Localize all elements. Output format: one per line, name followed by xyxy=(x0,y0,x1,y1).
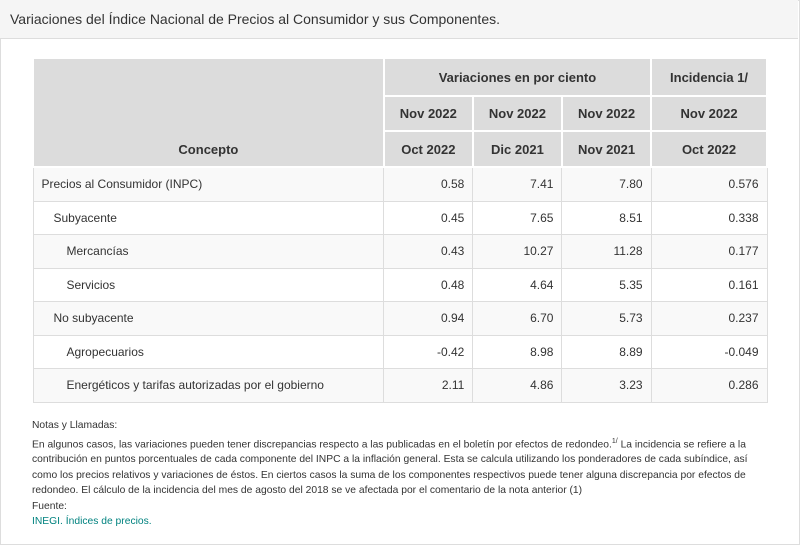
column-header-top: Nov 2022 xyxy=(650,95,768,132)
column-header-bottom: Oct 2022 xyxy=(382,130,474,168)
column-header-bottom: Oct 2022 xyxy=(650,130,768,168)
value-cell: 11.28 xyxy=(561,234,652,269)
concepto-cell: Agropecuarios xyxy=(32,334,385,369)
table-row: Subyacente 0.45 7.65 8.51 0.338 xyxy=(32,200,768,235)
value-cell: 8.89 xyxy=(561,334,652,369)
value-cell: 4.64 xyxy=(472,267,563,302)
concepto-cell: Servicios xyxy=(32,267,385,302)
panel-header: Variaciones del Índice Nacional de Preci… xyxy=(0,0,798,39)
value-cell: 5.73 xyxy=(561,301,652,336)
table-row: Agropecuarios -0.42 8.98 8.89 -0.049 xyxy=(32,334,768,369)
concepto-cell: Precios al Consumidor (INPC) xyxy=(32,166,385,202)
value-cell: 4.86 xyxy=(472,368,563,403)
column-header-top: Nov 2022 xyxy=(560,95,653,132)
panel-title: Variaciones del Índice Nacional de Preci… xyxy=(10,11,500,27)
concepto-cell: Mercancías xyxy=(32,234,385,269)
notes-heading: Notas y Llamadas: xyxy=(32,420,118,431)
value-cell: 7.65 xyxy=(472,200,563,235)
value-cell: 3.23 xyxy=(561,368,652,403)
value-cell: 0.237 xyxy=(650,301,768,336)
table-row: Servicios 0.48 4.64 5.35 0.161 xyxy=(32,267,768,302)
value-cell: 0.58 xyxy=(383,166,474,202)
value-cell: 0.48 xyxy=(383,267,474,302)
concepto-cell: Subyacente xyxy=(32,200,385,235)
value-cell: 8.51 xyxy=(561,200,652,235)
value-cell: 0.177 xyxy=(650,234,768,269)
inpc-table: Concepto Variaciones en por ciento Incid… xyxy=(32,57,768,403)
table-row: No subyacente 0.94 6.70 5.73 0.237 xyxy=(32,301,768,336)
table-row: Precios al Consumidor (INPC) 0.58 7.41 7.80… xyxy=(32,166,768,202)
source-link[interactable]: INEGI. Índices de precios. xyxy=(32,516,152,528)
source-label: Fuente: xyxy=(32,500,67,512)
value-cell: 0.286 xyxy=(650,368,768,403)
value-cell: 10.27 xyxy=(472,234,563,269)
value-cell: 7.80 xyxy=(561,166,652,202)
value-cell: 6.70 xyxy=(472,301,563,336)
table-row: Energéticos y tarifas autorizadas por el… xyxy=(32,368,768,403)
notes: Notas y Llamadas: En algunos casos, las … xyxy=(32,418,772,530)
notes-text: En algunos casos, las variaciones pueden… xyxy=(32,437,748,497)
column-header-top: Nov 2022 xyxy=(471,95,563,132)
column-header-top: Nov 2022 xyxy=(382,95,474,132)
table-row: Mercancías 0.43 10.27 11.28 0.177 xyxy=(32,234,768,269)
value-cell: 0.576 xyxy=(650,166,768,202)
column-header-bottom: Nov 2021 xyxy=(560,130,653,168)
value-cell: 0.45 xyxy=(383,200,474,235)
value-cell: 0.338 xyxy=(650,200,768,235)
value-cell: 0.94 xyxy=(383,301,474,336)
column-header-bottom: Dic 2021 xyxy=(471,130,563,168)
value-cell: -0.42 xyxy=(383,334,474,369)
value-cell: 0.161 xyxy=(650,267,768,302)
value-cell: 7.41 xyxy=(472,166,563,202)
value-cell: -0.049 xyxy=(650,334,768,369)
concepto-cell: Energéticos y tarifas autorizadas por el… xyxy=(32,368,385,403)
header-incidencia: Incidencia 1/ xyxy=(650,57,768,97)
value-cell: 0.43 xyxy=(383,234,474,269)
value-cell: 2.11 xyxy=(383,368,474,403)
value-cell: 8.98 xyxy=(472,334,563,369)
header-variaciones: Variaciones en por ciento xyxy=(382,57,653,97)
value-cell: 5.35 xyxy=(561,267,652,302)
header-concepto: Concepto xyxy=(32,57,385,168)
concepto-cell: No subyacente xyxy=(32,301,385,336)
